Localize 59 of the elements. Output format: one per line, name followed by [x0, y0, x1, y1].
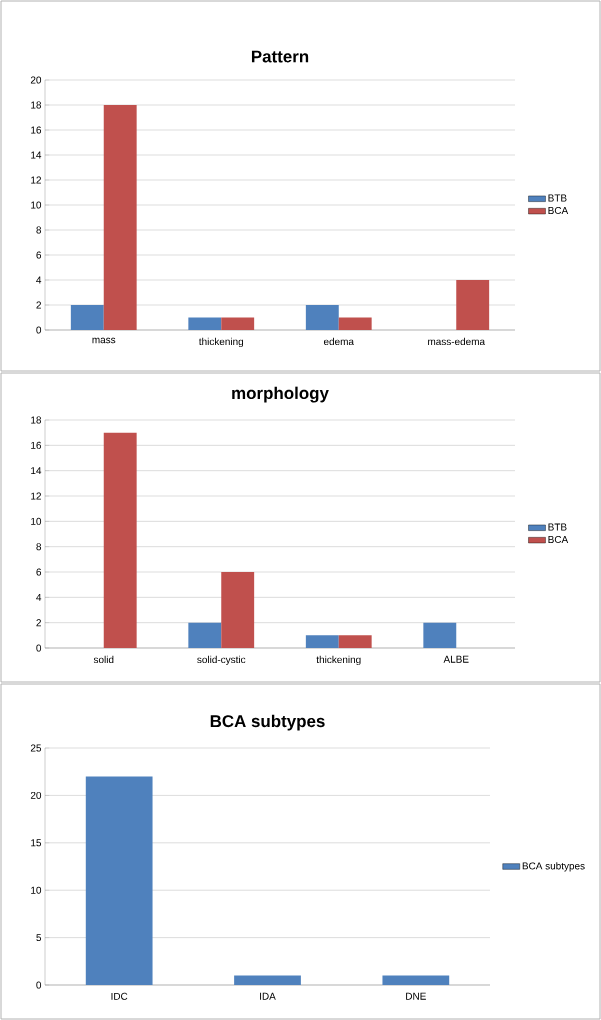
y-tick-label: 10	[31, 201, 42, 209]
y-tick-label: 12	[31, 492, 41, 500]
legend-label: BCA	[548, 535, 569, 543]
bar	[103, 432, 137, 649]
legend-label: BTB	[548, 194, 567, 202]
legend-label: BCA subtypes	[522, 862, 585, 872]
y-tick-label: 6	[36, 251, 42, 259]
y-tick-label: 15	[31, 839, 42, 847]
bar	[338, 317, 372, 330]
y-tick-label: 10	[31, 886, 42, 894]
y-tick-label: 18	[31, 101, 42, 109]
x-tick-label: ALBE	[443, 655, 469, 663]
x-tick-label: solid	[93, 655, 114, 664]
bar	[103, 105, 137, 330]
x-tick-label: edema	[323, 337, 354, 346]
y-tick-label: 10	[31, 517, 42, 525]
bar	[305, 305, 339, 330]
chart-title: Pattern	[251, 50, 309, 63]
y-tick-label: 18	[31, 416, 42, 424]
x-tick-label: mass	[92, 337, 116, 344]
bar	[221, 572, 255, 649]
y-tick-label: 14	[31, 151, 42, 159]
y-tick-label: 0	[36, 326, 42, 334]
x-tick-label: mass-edema	[428, 337, 486, 346]
y-tick-label: 12	[31, 176, 41, 184]
bar	[305, 635, 339, 649]
x-tick-label: DNE	[406, 992, 426, 1000]
bar	[423, 622, 457, 649]
x-tick-label: thickening	[316, 655, 361, 666]
y-tick-label: 5	[36, 934, 42, 942]
y-tick-label: 2	[36, 301, 41, 309]
bar	[221, 317, 255, 330]
y-tick-label: 2	[36, 619, 41, 627]
y-tick-label: 16	[31, 126, 42, 134]
x-tick-label: thickening	[198, 337, 244, 348]
y-tick-label: 0	[36, 981, 42, 989]
bar	[456, 280, 490, 330]
legend-label: BCA	[548, 206, 569, 214]
y-tick-label: 4	[36, 593, 42, 601]
bar	[338, 635, 372, 649]
bar	[70, 305, 104, 330]
x-tick-label: IDA	[260, 992, 276, 1000]
bar	[188, 317, 222, 330]
chart-title: BCA subtypes	[210, 714, 325, 731]
y-tick-label: 20	[30, 791, 42, 799]
y-tick-label: 6	[36, 568, 42, 576]
y-tick-label: 8	[36, 226, 42, 234]
x-tick-label: IDC	[111, 992, 128, 1000]
bar	[188, 622, 222, 649]
chart-title: morphology	[232, 386, 329, 403]
y-tick-label: 16	[31, 441, 42, 449]
y-tick-label: 4	[36, 276, 42, 284]
y-tick-label: 0	[36, 644, 42, 652]
y-tick-label: 25	[30, 744, 42, 752]
y-tick-label: 14	[31, 467, 42, 475]
x-tick-label: solid-cystic	[197, 655, 246, 666]
y-tick-label: 8	[36, 543, 42, 551]
y-tick-label: 20	[30, 76, 42, 84]
legend-label: BTB	[548, 523, 567, 531]
